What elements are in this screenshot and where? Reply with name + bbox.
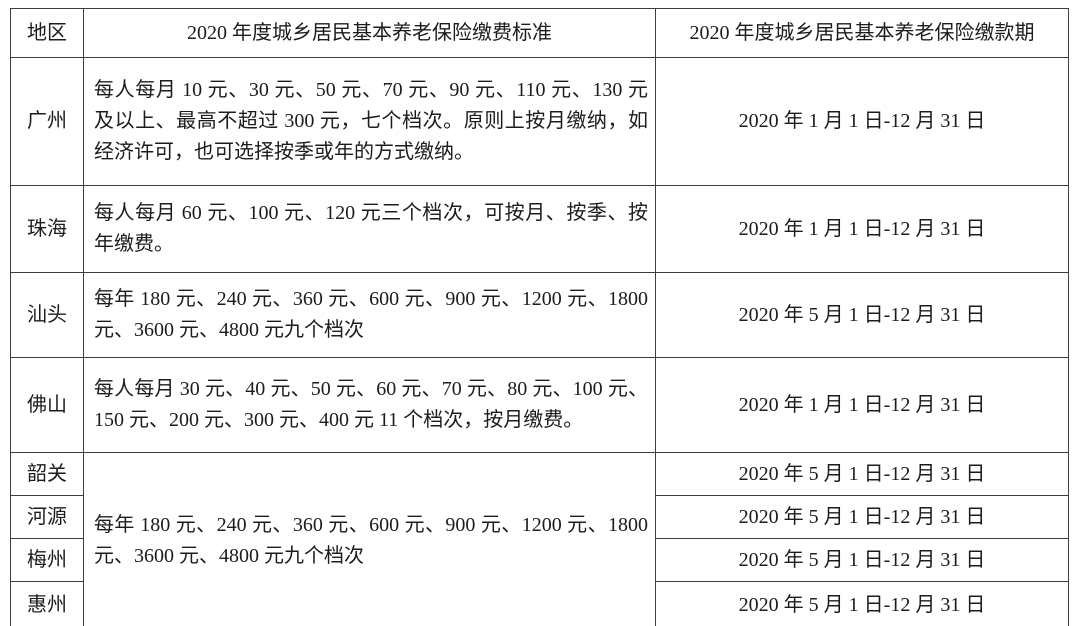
period-cell: 2020 年 1 月 1 日-12 月 31 日 (655, 185, 1069, 273)
period-cell: 2020 年 5 月 1 日-12 月 31 日 (655, 538, 1069, 582)
table-row-shantou: 汕头 每年 180 元、240 元、360 元、600 元、900 元、1200… (10, 272, 1069, 358)
table-row-huizhou: 惠州 2020 年 5 月 1 日-12 月 31 日 (10, 581, 1069, 626)
region-cell: 珠海 (10, 185, 84, 273)
region-cell: 汕头 (10, 272, 84, 358)
header-payment-standard: 2020 年度城乡居民基本养老保险缴费标准 (83, 8, 656, 58)
header-payment-period: 2020 年度城乡居民基本养老保险缴款期 (655, 8, 1069, 58)
period-cell: 2020 年 1 月 1 日-12 月 31 日 (655, 57, 1069, 186)
region-cell: 韶关 (10, 452, 84, 496)
header-row: 地区 2020 年度城乡居民基本养老保险缴费标准 2020 年度城乡居民基本养老… (10, 8, 1069, 58)
table-row-heyuan: 河源 2020 年 5 月 1 日-12 月 31 日 (10, 495, 1069, 539)
standard-cell-merged: 每年 180 元、240 元、360 元、600 元、900 元、1200 元、… (83, 452, 656, 626)
table-row-shaoguan: 韶关 每年 180 元、240 元、360 元、600 元、900 元、1200… (10, 452, 1069, 626)
region-cell: 惠州 (10, 581, 84, 626)
standard-cell: 每年 180 元、240 元、360 元、600 元、900 元、1200 元、… (83, 272, 656, 358)
header-region: 地区 (10, 8, 84, 58)
region-cell: 梅州 (10, 538, 84, 582)
table-row-zhuhai: 珠海 每人每月 60 元、100 元、120 元三个档次，可按月、按季、按年缴费… (10, 185, 1069, 273)
standard-cell: 每人每月 10 元、30 元、50 元、70 元、90 元、110 元、130 … (83, 57, 656, 186)
table-row-foshan: 佛山 每人每月 30 元、40 元、50 元、60 元、70 元、80 元、10… (10, 357, 1069, 453)
region-cell: 河源 (10, 495, 84, 539)
table-row-guangzhou: 广州 每人每月 10 元、30 元、50 元、70 元、90 元、110 元、1… (10, 57, 1069, 186)
period-cell: 2020 年 5 月 1 日-12 月 31 日 (655, 581, 1069, 626)
table-row-meizhou: 梅州 2020 年 5 月 1 日-12 月 31 日 (10, 538, 1069, 582)
period-cell: 2020 年 5 月 1 日-12 月 31 日 (655, 272, 1069, 358)
period-cell: 2020 年 1 月 1 日-12 月 31 日 (655, 357, 1069, 453)
period-cell: 2020 年 5 月 1 日-12 月 31 日 (655, 452, 1069, 496)
region-cell: 广州 (10, 57, 84, 186)
region-cell: 佛山 (10, 357, 84, 453)
pension-standards-table: 地区 2020 年度城乡居民基本养老保险缴费标准 2020 年度城乡居民基本养老… (10, 8, 1069, 626)
standard-cell: 每人每月 60 元、100 元、120 元三个档次，可按月、按季、按年缴费。 (83, 185, 656, 273)
period-cell: 2020 年 5 月 1 日-12 月 31 日 (655, 495, 1069, 539)
standard-cell: 每人每月 30 元、40 元、50 元、60 元、70 元、80 元、100 元… (83, 357, 656, 453)
